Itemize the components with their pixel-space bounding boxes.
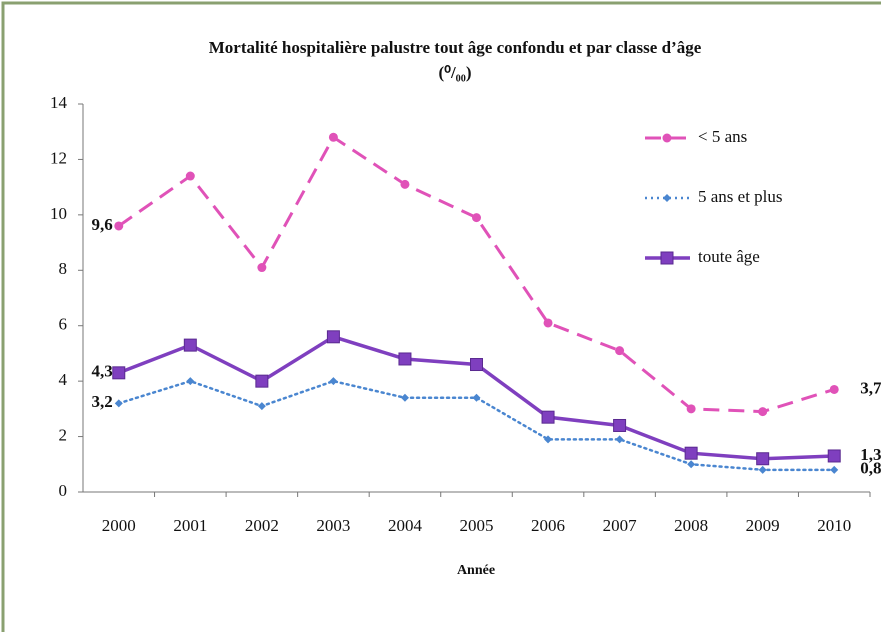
x-tick-label: 2000: [102, 516, 136, 535]
point: [257, 263, 267, 273]
legend-label: < 5 ans: [698, 127, 747, 146]
point: [543, 318, 553, 328]
data-label: 0,8: [860, 459, 881, 478]
point: [758, 465, 767, 474]
point: [255, 374, 269, 388]
legend-marker: [662, 133, 672, 143]
y-tick-label: 4: [59, 370, 68, 389]
x-tick-label: 2005: [460, 516, 494, 535]
point: [758, 407, 768, 417]
point: [186, 377, 195, 386]
point: [326, 330, 340, 344]
point: [328, 132, 338, 142]
x-tick-label: 2009: [746, 516, 780, 535]
point: [687, 460, 696, 469]
point: [398, 352, 412, 366]
x-axis-label: Année: [457, 563, 495, 578]
data-label: 3,2: [92, 392, 113, 411]
chart-title: Mortalité hospitalière palustre tout âge…: [209, 38, 702, 57]
y-tick-label: 12: [50, 148, 67, 167]
point: [257, 402, 266, 411]
x-tick-label: 2001: [173, 516, 207, 535]
x-tick-label: 2010: [817, 516, 851, 535]
point: [544, 435, 553, 444]
point: [329, 377, 338, 386]
x-tick-label: 2002: [245, 516, 279, 535]
data-label: 1,3: [860, 445, 881, 464]
point: [686, 404, 696, 414]
y-tick-label: 0: [59, 481, 68, 500]
y-tick-label: 14: [50, 93, 68, 112]
point: [114, 221, 124, 231]
point: [830, 465, 839, 474]
x-tick-label: 2004: [388, 516, 423, 535]
point: [541, 410, 555, 424]
y-tick-label: 2: [59, 425, 68, 444]
series-line: [117, 135, 835, 414]
legend-label: toute âge: [698, 247, 760, 266]
point: [684, 446, 698, 460]
point: [400, 393, 409, 402]
point: [400, 179, 410, 189]
point: [472, 393, 481, 402]
point: [829, 384, 839, 394]
point: [472, 213, 481, 223]
y-tick-label: 8: [59, 259, 68, 278]
x-tick-label: 2008: [674, 516, 708, 535]
y-tick-label: 6: [59, 315, 68, 334]
legend-marker: [660, 251, 674, 265]
point: [615, 435, 624, 444]
chart-subtitle: (⁰/₀₀): [438, 63, 471, 82]
point: [114, 399, 123, 408]
point: [183, 338, 197, 352]
point: [615, 346, 625, 356]
x-tick-label: 2006: [531, 516, 565, 535]
x-tick-label: 2007: [603, 516, 638, 535]
data-label: 3,7: [860, 378, 881, 397]
point: [613, 418, 627, 432]
y-tick-label: 10: [50, 204, 67, 223]
point: [112, 366, 126, 380]
legend-label: 5 ans et plus: [698, 187, 783, 206]
point: [827, 449, 841, 463]
point: [185, 171, 195, 181]
legend-marker: [663, 194, 671, 202]
data-label: 9,6: [92, 215, 113, 234]
point: [470, 358, 483, 372]
data-label: 4,3: [92, 362, 113, 381]
point: [756, 452, 770, 466]
x-tick-label: 2003: [316, 516, 350, 535]
